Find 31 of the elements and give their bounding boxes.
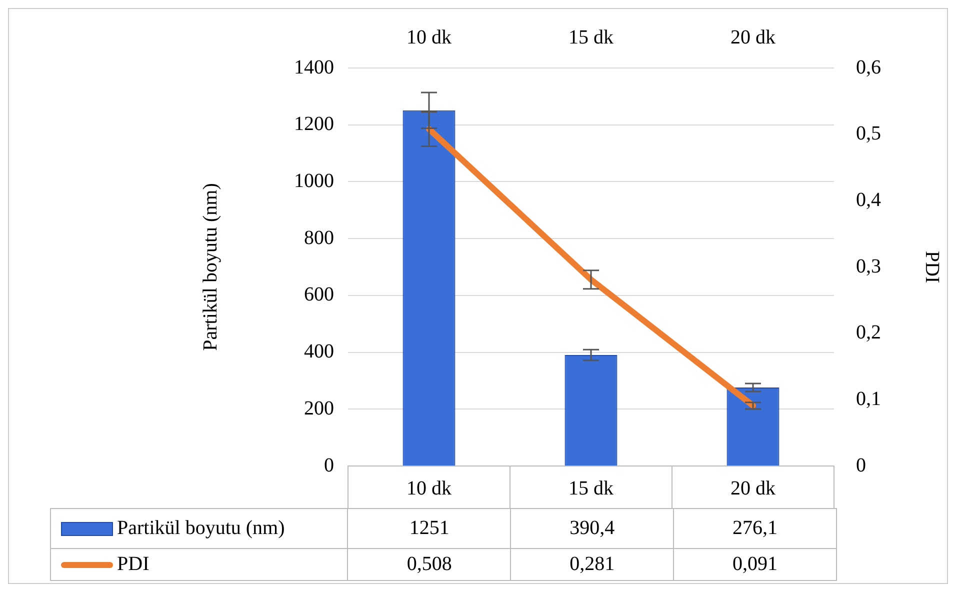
y2-tick-label: 0,2 [856,322,881,344]
y2-tick-label: 0,4 [856,188,881,211]
y-axis-title: Partikül boyutu (nm) [199,183,222,351]
legend-label: Partikül boyutu (nm) [117,517,285,539]
category-label: 20 dk [730,26,776,48]
y-tick-label: 1400 [294,56,334,78]
x-tick-label: 20 dk [730,477,776,500]
y-tick-label: 200 [304,397,334,420]
data-label: 390,4 [510,508,674,548]
y2-tick-label: 0 [856,454,866,476]
y-tick-label: 1200 [294,113,334,136]
y-tick-label: 400 [304,340,334,363]
y2-tick-label: 0,5 [856,122,881,145]
category-label: 10 dk [406,26,452,48]
y-tick-label: 1000 [294,170,334,192]
legend-label: PDI [117,553,150,575]
y2-tick-label: 0,6 [856,56,881,78]
y-tick-label: 600 [304,284,334,306]
y-tick-label: 800 [304,226,334,249]
data-label: 276,1 [674,508,836,548]
data-label: 0,281 [510,548,674,580]
data-label: 0,091 [674,548,836,580]
x-tick-label: 10 dk [406,477,452,500]
category-label: 15 dk [568,26,614,48]
data-label: 0,508 [348,548,511,580]
y2-tick-label: 0,1 [856,388,881,410]
y2-tick-label: 0,3 [856,255,881,278]
y2-axis-title: PDI [920,250,943,284]
x-tick-label: 15 dk [568,477,614,500]
data-label: 1251 [348,508,511,548]
y-tick-label: 0 [324,454,334,476]
